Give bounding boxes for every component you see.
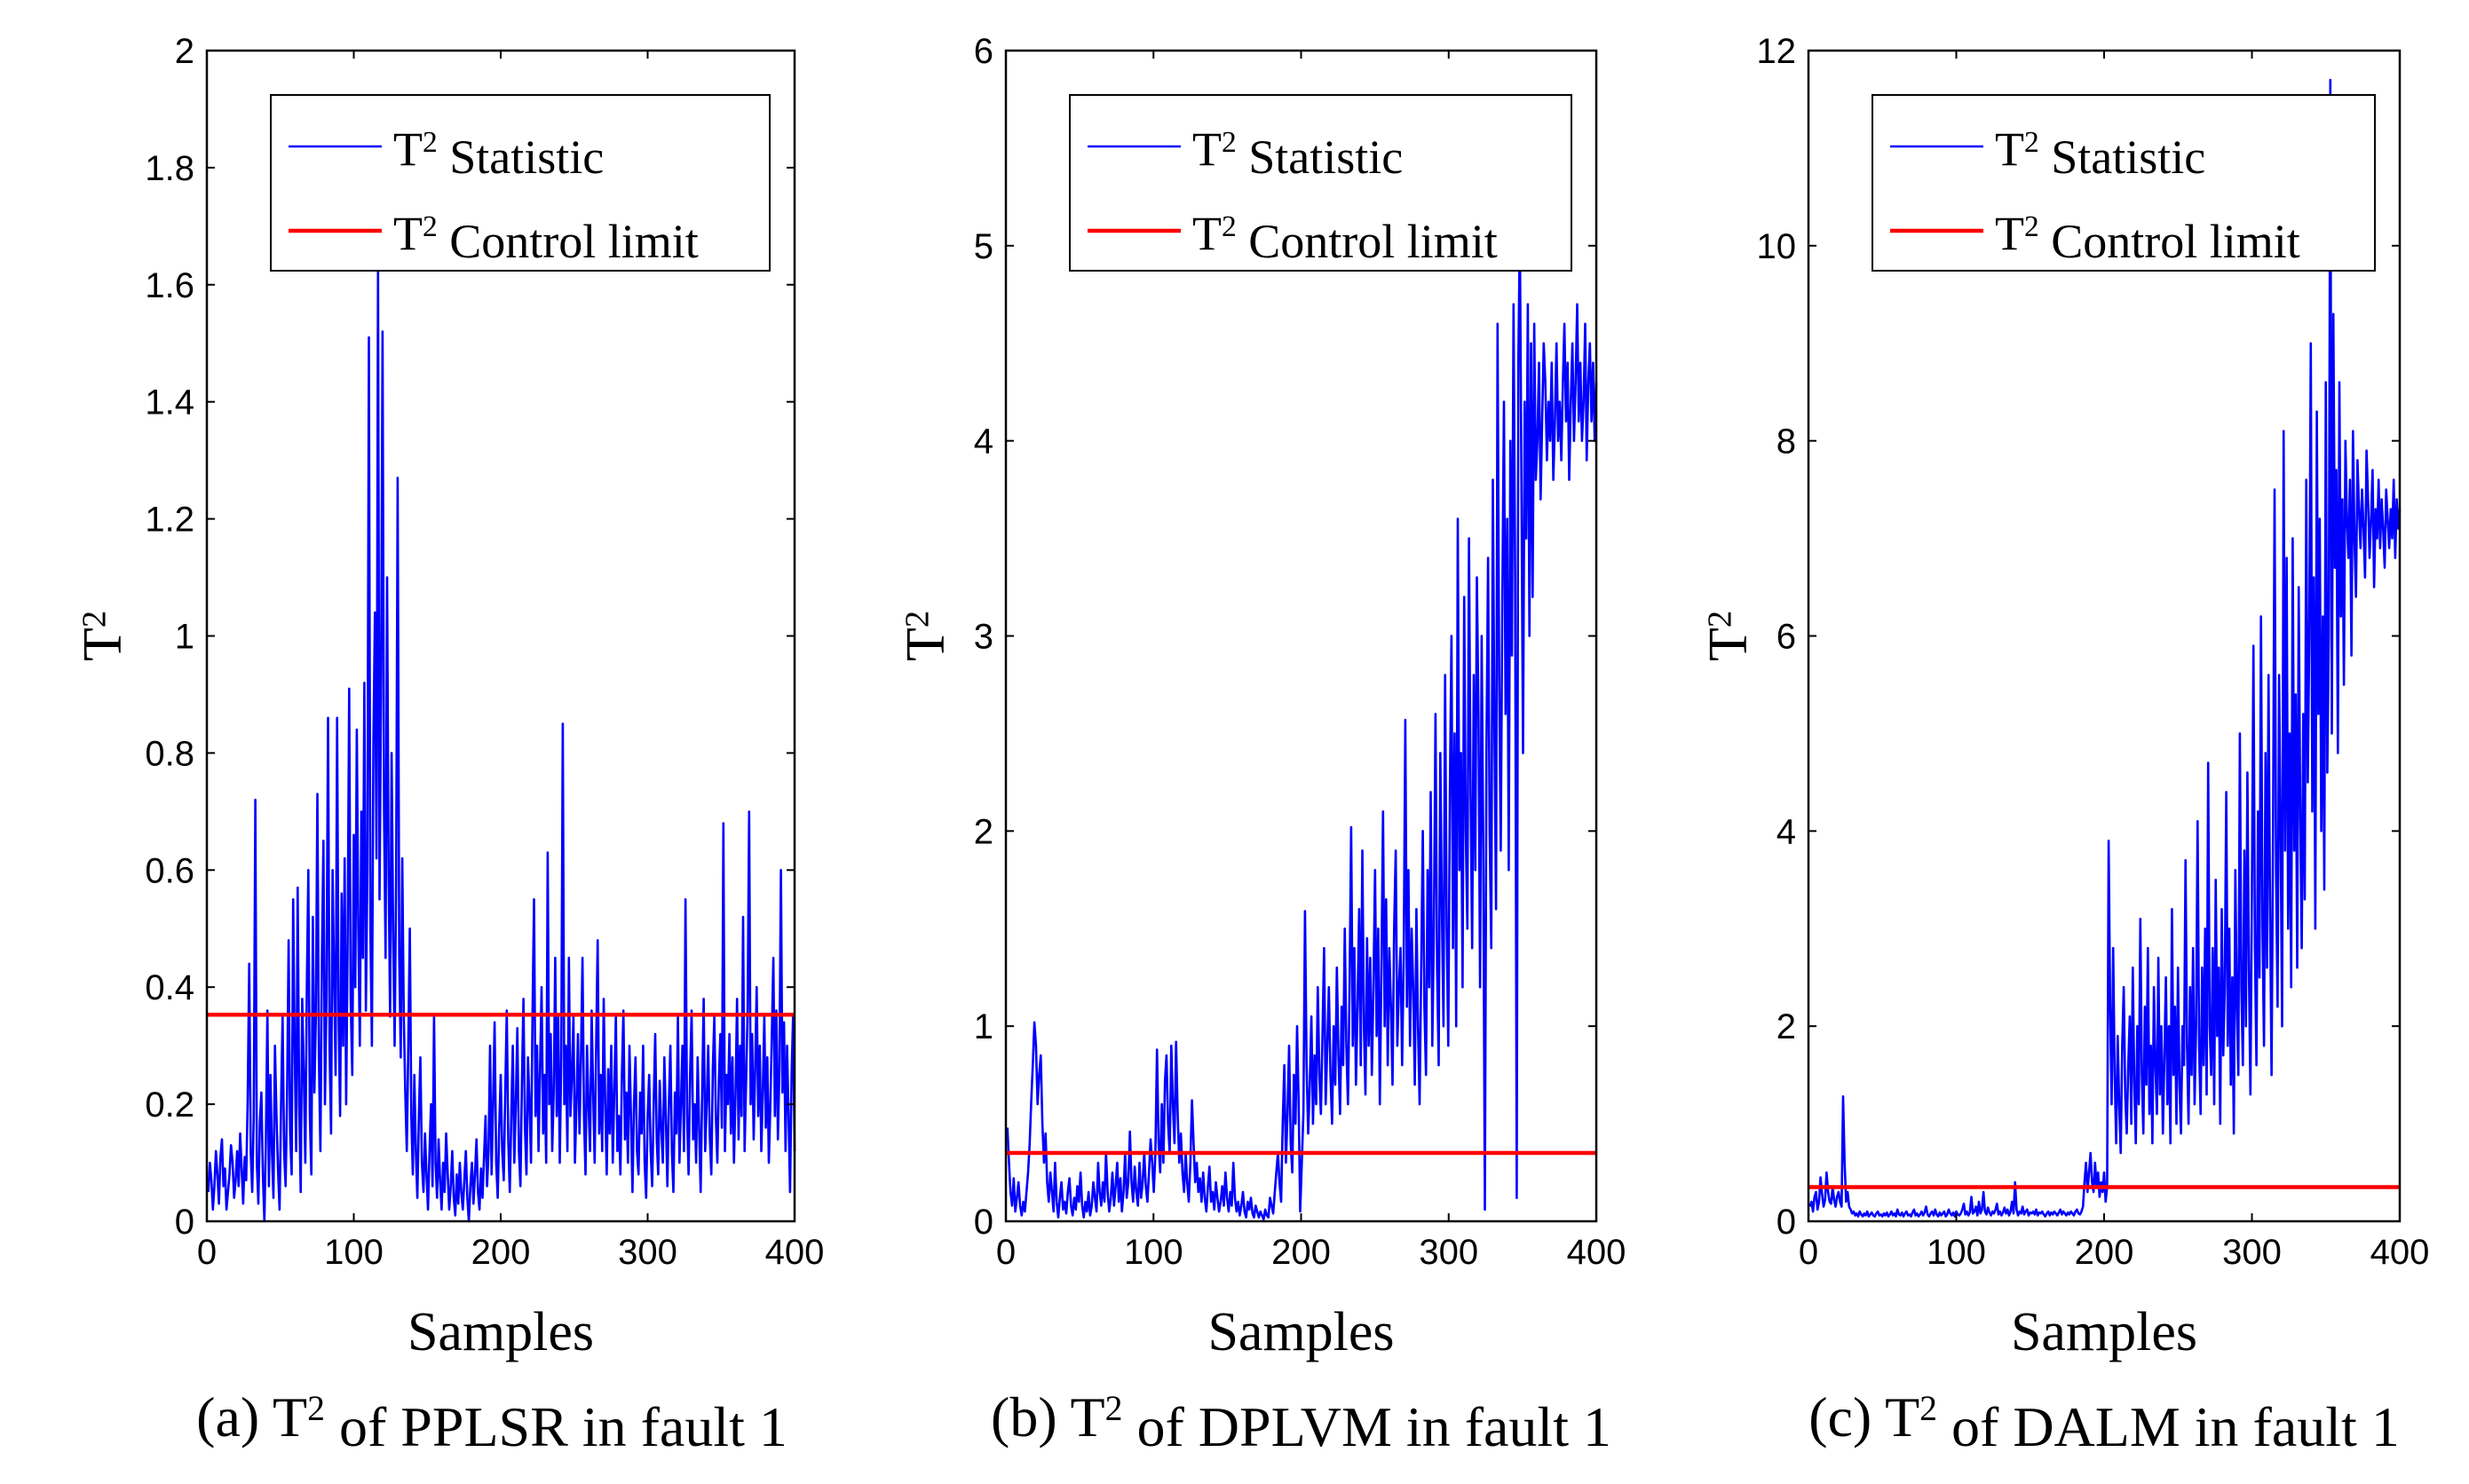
y-tick-label: 10 — [1757, 227, 1797, 266]
x-tick-label: 300 — [1419, 1233, 1478, 1272]
y-tick-label: 2 — [175, 32, 194, 71]
x-tick-label: 300 — [2222, 1233, 2282, 1272]
y-tick-label: 6 — [974, 32, 993, 71]
y-tick-label: 1.2 — [145, 501, 194, 540]
legend-label: T2 Statistic — [393, 122, 604, 184]
x-tick-label: 200 — [1271, 1233, 1331, 1272]
x-tick-label: 100 — [1124, 1233, 1183, 1272]
y-tick-label: 0 — [175, 1203, 194, 1242]
y-tick-label: 3 — [974, 618, 993, 657]
y-tick-label: 1.4 — [145, 383, 194, 422]
x-tick-label: 0 — [197, 1233, 217, 1272]
panel-b: 0 100 200 300 400 0 1 2 3 4 5 6 Samples T2 T2 Statisti… — [896, 32, 1626, 1458]
x-tick-label: 200 — [471, 1233, 531, 1272]
statistic-line — [207, 265, 796, 1223]
x-axis-label: Samples — [2011, 1302, 2197, 1362]
x-tick-label: 100 — [324, 1233, 384, 1272]
statistic-line — [1006, 231, 1598, 1221]
y-tick-label: 1 — [974, 1007, 993, 1046]
y-tick-label: 1.6 — [145, 266, 194, 305]
x-tick-label: 300 — [618, 1233, 677, 1272]
legend-box — [1872, 94, 2376, 272]
y-tick-label: 5 — [974, 227, 993, 266]
y-tick-label: 0.4 — [145, 968, 194, 1007]
panel-caption: (a) T2 of PPLSR in fault 1 — [196, 1385, 787, 1458]
x-tick-label: 0 — [1799, 1233, 1818, 1272]
y-tick-label: 2 — [1777, 1007, 1796, 1046]
x-tick-label: 100 — [1927, 1233, 1986, 1272]
x-tick-label: 200 — [2075, 1233, 2134, 1272]
legend-label: T2 Control limit — [393, 207, 699, 268]
legend-label: T2 Control limit — [1192, 207, 1498, 268]
y-tick-label: 0 — [1777, 1203, 1796, 1242]
legend-label: T2 Control limit — [1995, 207, 2300, 268]
y-tick-label: 0 — [974, 1203, 993, 1242]
x-tick-label: 0 — [996, 1233, 1016, 1272]
x-tick-label: 400 — [2370, 1233, 2430, 1272]
panel-caption: (b) T2 of DPLVM in fault 1 — [991, 1385, 1611, 1458]
y-tick-label: 4 — [1777, 812, 1796, 851]
x-axis-label: Samples — [408, 1302, 594, 1362]
panel-a: 0 100 200 300 400 0 0.2 0.4 0.6 0.8 1 1.2 1.4 1.6 1.8 2… — [73, 32, 824, 1458]
y-tick-label: 0.6 — [145, 851, 194, 890]
y-tick-label: 1.8 — [145, 149, 194, 188]
y-tick-label: 12 — [1757, 32, 1797, 71]
y-tick-label: 2 — [974, 812, 993, 851]
y-tick-label: 1 — [175, 618, 194, 657]
legend-box — [1069, 94, 1572, 272]
legend-box — [270, 94, 771, 272]
legend-label: T2 Statistic — [1995, 122, 2205, 184]
y-tick-label: 6 — [1777, 618, 1796, 657]
panel-c: 0 100 200 300 400 0 2 4 6 8 10 12 Samples T2 T2 Statis… — [1698, 32, 2429, 1458]
y-axis-label: T2 — [73, 611, 133, 661]
y-tick-label: 4 — [974, 422, 993, 462]
x-axis-label: Samples — [1207, 1302, 1394, 1362]
y-axis-label: T2 — [1698, 611, 1759, 661]
x-tick-label: 400 — [765, 1233, 825, 1272]
y-tick-label: 8 — [1777, 422, 1796, 462]
x-tick-label: 400 — [1567, 1233, 1626, 1272]
y-tick-label: 0.2 — [145, 1085, 194, 1125]
y-axis-label: T2 — [896, 611, 956, 661]
legend-label: T2 Statistic — [1192, 122, 1403, 184]
panel-caption: (c) T2 of DALM in fault 1 — [1808, 1385, 2400, 1458]
y-tick-label: 0.8 — [145, 734, 194, 773]
